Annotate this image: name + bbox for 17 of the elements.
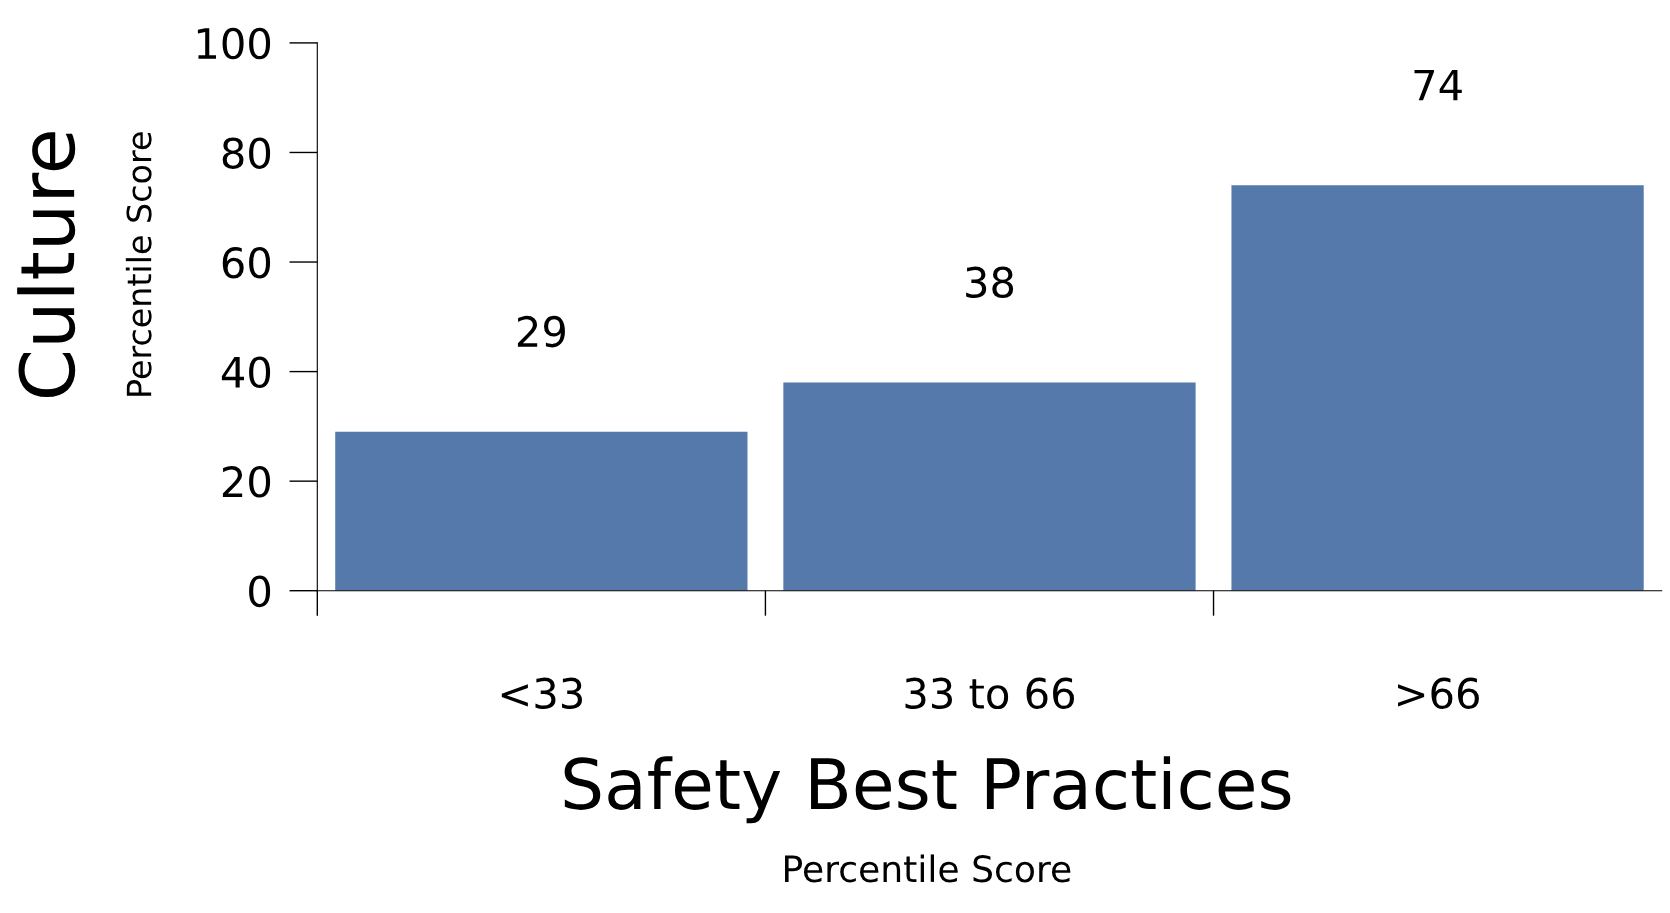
x-tick-label: <33 [501,677,582,710]
x-tick-label: 33 to 66 [905,677,1075,710]
data-label: 74 [1414,69,1462,101]
bar [1231,185,1644,591]
x-axis-title: Safety Best Practices Percentile Score [564,756,1291,883]
y-axis-title: Culture Percentile Score [17,132,152,398]
x-tick-label: >66 [1398,677,1479,710]
bar [335,431,748,591]
y-tick-label: 60 [222,246,271,279]
y-tick-label: 40 [221,356,271,389]
y-tick-label: 20 [222,466,271,498]
y-tick-label: 100 [197,27,271,60]
y-tick-label: 80 [222,137,271,169]
data-label: 38 [966,266,1014,299]
bar [783,382,1196,591]
data-label: 29 [517,315,565,348]
y-tick-label: 0 [249,575,271,608]
